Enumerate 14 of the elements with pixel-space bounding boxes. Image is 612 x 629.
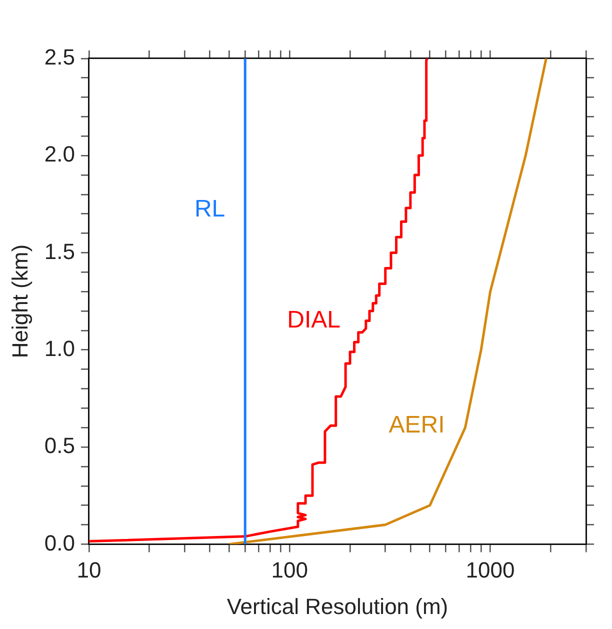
series-label: DIAL: [287, 306, 340, 334]
y-tick-label: 0.0: [44, 530, 75, 556]
x-axis-title: Vertical Resolution (m): [226, 594, 448, 619]
y-tick-label: 1.5: [44, 238, 75, 264]
series-label: AERI: [388, 411, 445, 438]
y-tick-label: 0.5: [44, 433, 75, 458]
y-tick-label: 2.0: [44, 142, 75, 167]
series-label: RL: [194, 196, 226, 223]
x-tick-label: 10: [76, 557, 102, 582]
y-axis-title: Height (km): [7, 244, 32, 358]
y-tick-label: 1.0: [44, 336, 75, 361]
x-tick-label: 1000: [466, 557, 515, 582]
x-tick-label: 100: [271, 557, 308, 582]
y-tick-label: 2.5: [44, 44, 75, 70]
